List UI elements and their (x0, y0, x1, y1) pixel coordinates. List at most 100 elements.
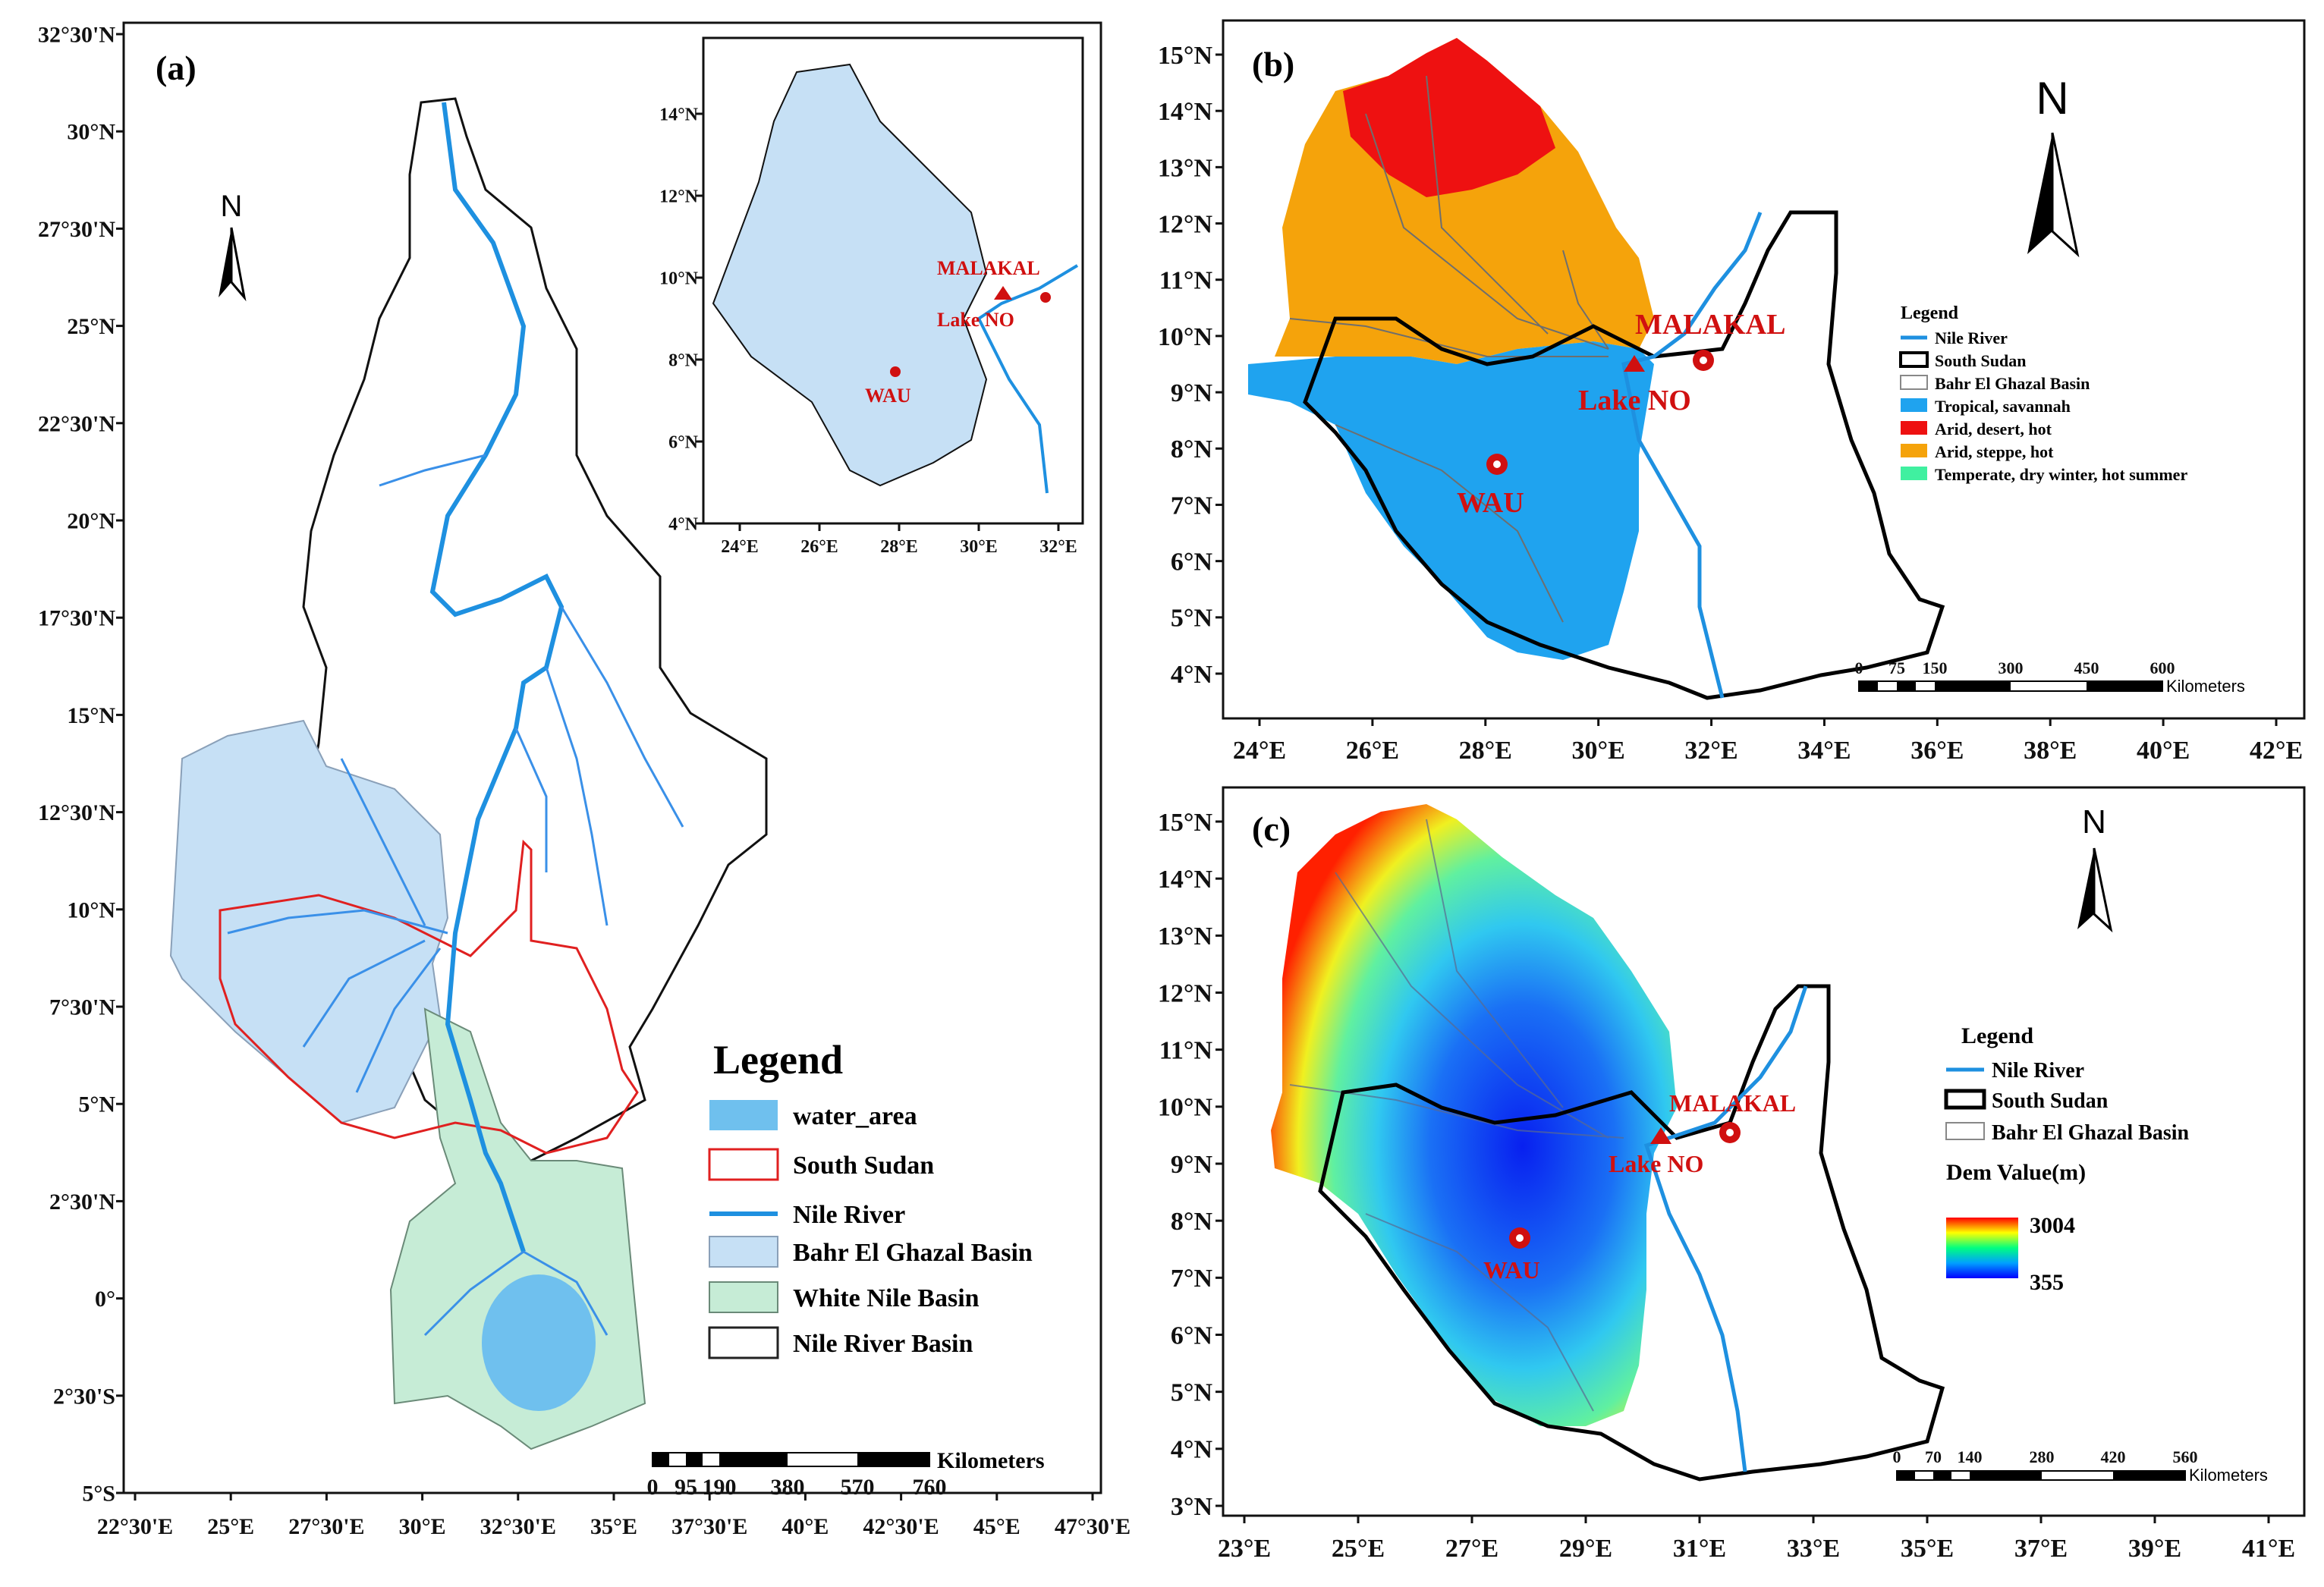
b-lon-tick-label: 32°E (1684, 737, 1737, 765)
legend-c-label-bahr: Bahr El Ghazal Basin (1992, 1121, 2190, 1145)
south-sudan-outline-b (1303, 210, 1945, 700)
a-lat-tick-label: 15°N (67, 703, 115, 728)
a-lon-tick-label: 25°E (207, 1514, 254, 1539)
b-lon-tick-label: 42°E (2250, 737, 2303, 765)
a-lat-tick-label: 2°30'N (49, 1189, 115, 1215)
panel-c-legend: Legend Nile River South Sudan Bahr El Gh… (1944, 1023, 2190, 1295)
legend-label-water: water_area (793, 1102, 917, 1130)
nile-river-b (1621, 212, 1763, 699)
legend-b-label: Arid, desert, hot (1935, 420, 2052, 438)
b-lat-tick-label: 13°N (1158, 154, 1213, 182)
a-lat-tick-label: 20°N (67, 509, 115, 534)
b-lat-tick-label: 14°N (1158, 98, 1213, 126)
panel-a: (a) N (38, 21, 1131, 1539)
inset-lon-tick-label: 24°E (721, 537, 759, 557)
inset-lon-ticks: 24°E 26°E 28°E 30°E 32°E (721, 523, 1077, 557)
panel-a-scale-bar: Kilometers 0 95 190 380 570 760 (647, 1448, 1045, 1500)
c-lat-tick-label: 12°N (1158, 979, 1213, 1007)
legend-swatch-white-nile (709, 1281, 778, 1313)
legend-c-dem-title: Dem Value(m) (1946, 1160, 2086, 1185)
inset-lat-ticks: 14°N 12°N 10°N 8°N 6°N 4°N (659, 105, 703, 534)
b-scale-value: 300 (1999, 658, 2024, 677)
south-sudan-outline-c (1318, 984, 1945, 1482)
north-letter-c: N (2082, 803, 2106, 841)
a-lon-tick-label: 27°30'E (288, 1514, 364, 1539)
a-lon-tick-label: 40°E (781, 1514, 829, 1539)
wau-city-icon (890, 366, 901, 377)
legend-c-title: Legend (1961, 1023, 2033, 1048)
inset-lon-tick-label: 32°E (1039, 537, 1077, 557)
place-lake-no-b: Lake NO (1578, 385, 1691, 416)
panel-c-lat-ticks: 15°N 14°N 13°N 12°N 11°N 10°N 9°N 8°N 7°N 6°N 5°N 4… (1158, 809, 1223, 1521)
legend-b-label: Nile River (1935, 328, 2008, 347)
panel-b-label: (b) (1252, 45, 1294, 83)
wau-city-dot-c (1516, 1234, 1524, 1242)
c-lat-tick-label: 7°N (1171, 1265, 1213, 1293)
legend-swatch-south-sudan (708, 1148, 779, 1181)
c-scale-value: 70 (1925, 1447, 1942, 1466)
place-malakal-c: MALAKAL (1669, 1089, 1796, 1117)
a-lat-tick-label: 7°30'N (49, 995, 115, 1020)
c-lat-tick-label: 11°N (1159, 1037, 1213, 1065)
c-lon-tick-label: 29°E (1559, 1535, 1612, 1563)
inset-lat-tick-label: 4°N (668, 514, 699, 534)
legend-b-label: Bahr El Ghazal Basin (1935, 374, 2090, 393)
inset-lon-tick-label: 28°E (880, 537, 918, 557)
place-lake-no-c: Lake NO (1609, 1150, 1703, 1177)
a-lat-tick-label: 2°30'S (53, 1384, 115, 1409)
c-lon-tick-label: 39°E (2128, 1535, 2181, 1563)
b-lat-tick-label: 9°N (1171, 379, 1213, 407)
a-lon-tick-label: 45°E (973, 1514, 1020, 1539)
scale-a-values: 0 95 190 380 570 760 (647, 1475, 947, 1500)
c-lon-tick-label: 41°E (2242, 1535, 2295, 1563)
a-lon-tick-label: 37°30'E (671, 1514, 747, 1539)
malakal-city-dot-c (1726, 1129, 1734, 1136)
c-scale-value: 280 (2030, 1447, 2055, 1466)
legend-b-label: Temperate, dry winter, hot summer (1935, 465, 2187, 484)
scale-a-unit: Kilometers (937, 1448, 1045, 1473)
c-lon-tick-label: 25°E (1332, 1535, 1385, 1563)
c-scale-value: 420 (2101, 1447, 2126, 1466)
a-lat-tick-label: 22°30'N (38, 411, 115, 436)
b-lon-tick-label: 38°E (2024, 737, 2077, 765)
north-arrow-left-icon-c (2077, 848, 2094, 929)
place-malakal-b: MALAKAL (1635, 309, 1785, 341)
legend-swatch-bahr (709, 1236, 778, 1268)
nile-river (429, 102, 564, 1252)
place-wau-b: WAU (1457, 487, 1524, 519)
c-lat-tick-label: 3°N (1171, 1493, 1213, 1521)
a-lat-tick-label: 25°N (67, 314, 115, 339)
b-lon-tick-label: 26°E (1346, 737, 1399, 765)
legend-c-swatch-south-sudan (1944, 1089, 1986, 1110)
inset-place-lake-no: Lake NO (937, 309, 1014, 331)
panel-b-scale-bar: Kilometers 0 75 150 300 450 600 (1855, 658, 2245, 696)
panel-b: (b) MALAKAL Lake NO WAU N (1158, 19, 2306, 765)
c-lat-tick-label: 13°N (1158, 922, 1213, 951)
north-arrow-right-icon-c (2093, 847, 2113, 933)
panel-a-label: (a) (156, 49, 197, 87)
a-scale-value: 570 (841, 1475, 875, 1500)
legend-b-label: Arid, steppe, hot (1935, 442, 2054, 461)
panel-b-lat-ticks: 15°N 14°N 13°N 12°N 11°N 10°N 9°N 8°N 7°N 6°N 5°N 4… (1158, 42, 1223, 689)
inset-lat-tick-label: 14°N (659, 105, 699, 124)
a-lat-tick-label: 30°N (67, 120, 115, 145)
legend-c-label-south-sudan: South Sudan (1992, 1089, 2109, 1113)
scale-b-values: 0 75 150 300 450 600 (1855, 658, 2175, 677)
c-lon-tick-label: 27°E (1445, 1535, 1498, 1563)
legend-title: Legend (713, 1037, 843, 1083)
a-lat-tick-label: 10°N (67, 897, 115, 922)
a-lon-tick-label: 35°E (590, 1514, 637, 1539)
c-lat-tick-label: 10°N (1158, 1094, 1213, 1122)
c-lon-tick-label: 37°E (2014, 1535, 2068, 1563)
a-scale-value: 95 (675, 1475, 697, 1500)
legend-c-dem-max: 3004 (2030, 1213, 2075, 1238)
panel-b-north-arrow: N (2027, 73, 2080, 258)
c-lat-tick-label: 4°N (1171, 1436, 1213, 1464)
malakal-city-dot-b (1700, 357, 1707, 364)
scale-c-unit: Kilometers (2189, 1466, 2268, 1485)
c-lat-tick-label: 6°N (1171, 1321, 1213, 1350)
b-scale-value: 150 (1923, 658, 1948, 677)
b-lon-tick-label: 24°E (1233, 737, 1286, 765)
zone-tropical-savannah (1248, 341, 1654, 660)
legend-b-swatch (1901, 398, 1927, 412)
